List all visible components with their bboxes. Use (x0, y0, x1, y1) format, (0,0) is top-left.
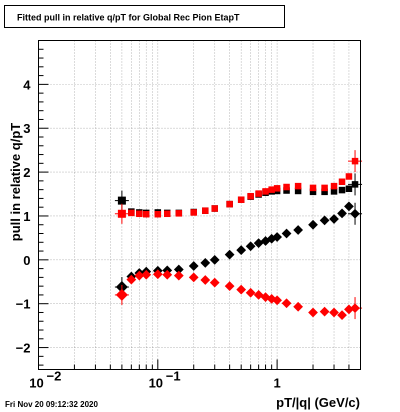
y-tick-label: 3 (23, 121, 30, 136)
data-point-diamond (308, 219, 318, 230)
data-point-square (142, 210, 150, 218)
data-point-square (309, 188, 317, 196)
data-point-square (345, 173, 353, 180)
data-point-square (211, 205, 218, 212)
timestamp: Fri Nov 20 09:12:32 2020 (5, 400, 98, 409)
data-point-square (283, 187, 290, 194)
data-point-diamond (293, 301, 303, 312)
data-point-diamond (209, 254, 220, 265)
data-point-square (117, 209, 126, 218)
y-tick-label: 0 (23, 253, 30, 268)
data-point-diamond (281, 228, 292, 239)
tick-layer (38, 48, 361, 370)
chart-title: Fitted pull in relative q/pT for Global … (17, 13, 240, 23)
data-point-diamond (245, 287, 256, 298)
y-tick-label: −1 (16, 297, 31, 312)
data-point-square (330, 188, 338, 195)
data-point-diamond (319, 215, 330, 226)
data-point-diamond (272, 295, 282, 306)
y-tick-label: 2 (23, 165, 30, 180)
data-point-square (338, 178, 346, 186)
data-point-diamond (236, 284, 247, 295)
data-point-diamond (126, 274, 137, 285)
data-point-square (237, 196, 245, 203)
data-point-square (351, 181, 359, 188)
x-axis-title: pT/|q| (GeV/c) (276, 395, 360, 410)
data-point-diamond (173, 264, 184, 275)
x-tick-label: 1 (273, 376, 280, 391)
data-point-square (255, 190, 262, 197)
data-point-diamond (200, 258, 211, 268)
x-tick-label: 10 (149, 376, 163, 391)
data-point-diamond (188, 261, 199, 271)
data-point-diamond (224, 281, 235, 292)
data-point-square (330, 182, 338, 190)
data-point-square (283, 183, 290, 191)
data-point-diamond (281, 298, 292, 309)
y-tick-label: 4 (23, 77, 31, 92)
data-point-diamond (293, 225, 303, 235)
plot-frame (38, 40, 361, 370)
y-tick-label: −2 (16, 341, 31, 356)
data-point-square (117, 196, 126, 205)
data-point-square (321, 188, 328, 196)
data-point-square (154, 210, 162, 218)
data-point-diamond (188, 272, 199, 283)
data-point-square (345, 185, 353, 193)
data-point-diamond (200, 275, 211, 285)
data-point-diamond (141, 269, 152, 280)
marker-layer (114, 150, 363, 320)
data-point-diamond (115, 288, 128, 301)
data-point-square (164, 210, 171, 218)
y-tick-label: 1 (23, 209, 30, 224)
grid-layer (38, 40, 361, 370)
data-point-diamond (337, 208, 347, 219)
data-point-diamond (224, 249, 235, 260)
data-point-diamond (272, 232, 282, 242)
y-axis-title: pull in relative q/pT (8, 123, 23, 242)
data-point-square (202, 207, 209, 214)
data-point-square (309, 184, 317, 192)
data-point-diamond (162, 269, 173, 280)
data-point-diamond (134, 270, 145, 281)
data-point-square (294, 187, 302, 195)
x-tick-label: 10 (29, 376, 43, 391)
data-point-diamond (344, 201, 354, 212)
data-point-diamond (350, 303, 360, 313)
x-tick-exponent: −2 (47, 369, 62, 384)
x-tick-exponent: −1 (166, 369, 181, 384)
data-point-diamond (236, 245, 247, 256)
chart-title-box (4, 5, 285, 28)
data-point-square (136, 210, 143, 218)
data-point-diamond (173, 270, 184, 281)
data-point-square (294, 182, 302, 190)
data-point-square (321, 184, 328, 192)
data-point-square (273, 185, 281, 192)
data-point-diamond (329, 214, 339, 224)
data-point-diamond (308, 307, 318, 318)
data-point-diamond (152, 269, 163, 280)
data-point-diamond (319, 306, 330, 317)
data-point-diamond (350, 208, 360, 219)
data-point-square (268, 186, 275, 193)
data-point-diamond (337, 310, 347, 320)
data-point-square (128, 209, 135, 217)
data-point-diamond (209, 277, 220, 288)
data-point-square (351, 157, 359, 165)
data-point-square (175, 210, 183, 217)
data-point-diamond (329, 307, 339, 318)
data-point-square (262, 188, 269, 195)
data-point-square (226, 200, 233, 208)
data-point-square (247, 192, 254, 200)
data-point-square (338, 186, 346, 194)
data-point-diamond (245, 241, 256, 252)
data-point-square (190, 209, 197, 216)
